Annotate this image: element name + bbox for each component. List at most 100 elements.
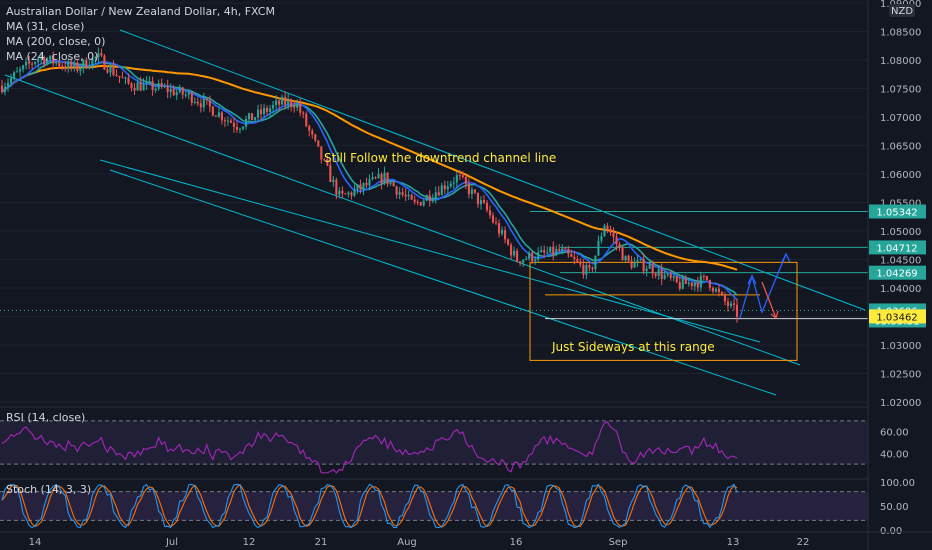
rsi-line: [1, 421, 738, 474]
candle-body: [494, 222, 498, 224]
level-badge-text: 1.04712: [876, 243, 917, 254]
candle-body: [163, 85, 166, 87]
candle-body: [561, 248, 564, 251]
candle-body: [594, 255, 597, 270]
candle-body: [522, 259, 525, 264]
candle-body: [25, 61, 28, 66]
candle-body: [299, 103, 302, 113]
stoch-k-line: [1, 483, 738, 529]
candle-body: [440, 185, 443, 196]
candle-body: [250, 113, 254, 121]
candle-body: [278, 100, 281, 105]
candle-body: [323, 159, 326, 161]
candle-body: [443, 185, 446, 190]
stoch-d-line: [1, 483, 738, 528]
blue-arrow-heads[interactable]: [747, 252, 791, 285]
candle-body: [91, 58, 94, 67]
candle-body: [214, 115, 217, 117]
channel-line-3[interactable]: [99, 159, 761, 343]
candle-body: [28, 61, 31, 64]
candle-body: [356, 184, 359, 190]
candle-body: [160, 83, 163, 87]
candle-body: [627, 255, 630, 261]
candle-body: [624, 255, 627, 261]
channel-line-4[interactable]: [109, 169, 777, 396]
candle-body: [570, 253, 573, 257]
candle-body: [193, 101, 196, 103]
candle-body: [690, 282, 693, 287]
candle-body: [543, 250, 546, 253]
downtrend-channel-lines[interactable]: [4, 29, 866, 396]
time-axis[interactable]: 14 Jul 12 21 Aug 16 Sep 13 22: [0, 531, 932, 548]
candle-body: [449, 183, 452, 187]
candle-body: [693, 282, 696, 287]
candle-body: [85, 59, 88, 69]
projection-arrows[interactable]: [739, 252, 791, 320]
indicator-legend: MA (31, close): [6, 20, 84, 33]
candle-body: [211, 106, 214, 116]
time-tick: 13: [727, 537, 740, 548]
candle-body: [597, 240, 600, 256]
candle-body: [103, 55, 106, 70]
time-tick: 14: [29, 537, 42, 548]
currency-label: NZD: [891, 6, 913, 17]
candle-body: [121, 77, 124, 79]
candle-body: [585, 264, 588, 275]
candle-body: [488, 210, 492, 216]
candle-body: [479, 199, 483, 205]
candle-body: [687, 282, 690, 284]
candle-body: [374, 177, 377, 179]
candle-body: [419, 202, 422, 206]
candle-body: [124, 77, 127, 79]
blue-projection-arrow[interactable]: [739, 253, 787, 319]
stoch-lines: [1, 483, 738, 529]
level-badge-text: 1.05342: [876, 208, 917, 219]
candle-body: [332, 179, 335, 183]
range-box[interactable]: [529, 261, 798, 361]
candle-body: [606, 225, 609, 230]
candle-body: [684, 278, 687, 284]
candle-body: [94, 57, 97, 59]
candle-body: [34, 62, 37, 64]
candle-body: [290, 99, 293, 107]
candle-body: [537, 252, 540, 260]
candle-body: [455, 175, 458, 183]
price-tick: 1.02000: [880, 398, 921, 409]
candle-body: [148, 81, 151, 83]
candle-body: [389, 182, 392, 184]
candle-body: [458, 175, 461, 177]
candle-body: [380, 173, 383, 184]
candle-body: [260, 109, 263, 115]
annotation-sideways: Just Sideways at this range: [551, 340, 715, 354]
candle-body: [603, 225, 606, 237]
candle-body: [482, 199, 486, 203]
candle-body: [37, 58, 40, 63]
red-projection-arrow[interactable]: [761, 281, 777, 319]
candle-body: [130, 83, 133, 88]
candle-body: [127, 77, 130, 84]
candle-body: [190, 92, 193, 103]
candle-body: [61, 66, 64, 68]
horizontal-levels[interactable]: [0, 211, 868, 320]
candle-body: [287, 99, 290, 105]
candle-body: [145, 81, 148, 84]
candle-body: [576, 259, 579, 262]
candle-body: [317, 140, 320, 147]
channel-line-1[interactable]: [119, 29, 866, 311]
support-badge: [869, 309, 926, 324]
candle-body: [395, 186, 398, 195]
candle-body: [446, 186, 449, 190]
candle-body: [735, 304, 739, 317]
candle-body: [151, 81, 154, 91]
candle-body: [79, 68, 82, 71]
level-badge-text: 1.04269: [876, 269, 917, 280]
candle-body: [464, 176, 467, 184]
red-arrow-head[interactable]: [770, 310, 779, 320]
candle-body: [383, 172, 386, 184]
candle-body: [293, 106, 296, 108]
candle-body: [142, 83, 145, 91]
price-tick: 1.02500: [880, 370, 921, 381]
candle-body: [55, 62, 58, 64]
candle-body: [100, 53, 103, 56]
